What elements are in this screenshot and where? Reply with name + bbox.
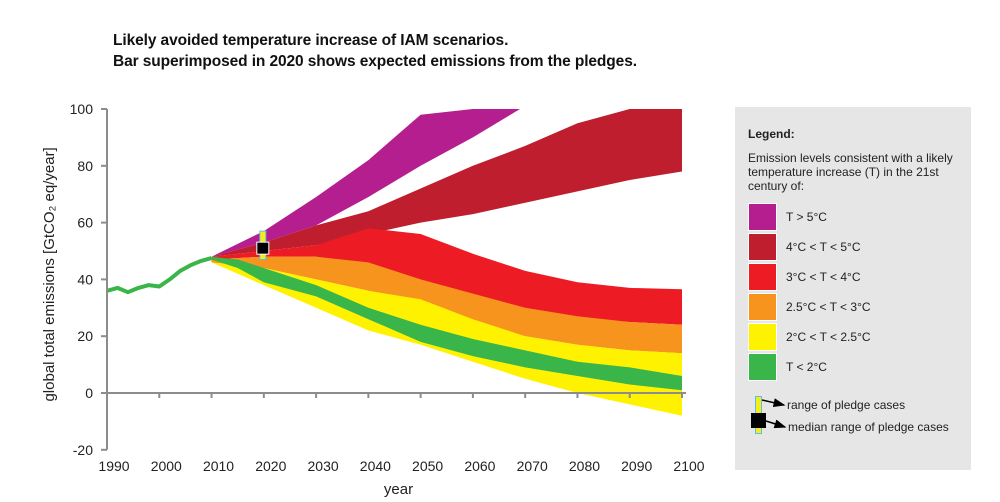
x-tick-label: 2030 xyxy=(308,458,339,474)
band-2-5-c-t-3-c xyxy=(211,256,682,354)
legend-swatch xyxy=(748,323,777,351)
legend-panel: Legend: Emission levels consistent with … xyxy=(735,107,971,470)
legend-swatch xyxy=(748,233,777,261)
band-t-5-c xyxy=(211,109,520,257)
pledge-range-label: range of pledge cases xyxy=(787,398,906,412)
legend-item: 3°C < T < 4°C xyxy=(748,262,959,292)
band-t-2-c xyxy=(211,256,682,391)
chart-title-line-1: Likely avoided temperature increase of I… xyxy=(113,32,509,49)
pledge-median-swatch xyxy=(751,413,766,428)
legend-label: 3°C < T < 4°C xyxy=(786,270,861,284)
scenario-bands xyxy=(211,109,682,416)
legend-item: 2.5°C < T < 3°C xyxy=(748,292,959,322)
pledge-median-marker xyxy=(256,241,270,255)
legend-label: T < 2°C xyxy=(786,360,827,374)
x-axis-label: year xyxy=(384,481,413,498)
chart-title-line-2: Bar superimposed in 2020 shows expected … xyxy=(113,53,637,70)
legend-swatch xyxy=(748,293,777,321)
legend-label: 2.5°C < T < 3°C xyxy=(786,300,871,314)
x-tick-label: 2060 xyxy=(464,458,495,474)
legend-items: T > 5°C 4°C < T < 5°C 3°C < T < 4°C 2.5°C <… xyxy=(748,202,959,382)
x-tick-label: 2000 xyxy=(151,458,182,474)
legend-item: 2°C < T < 2.5°C xyxy=(748,322,959,352)
band-4-c-t-5-c xyxy=(211,109,682,257)
legend-label: T > 5°C xyxy=(786,210,827,224)
arrow-icon xyxy=(761,398,786,408)
legend-swatch xyxy=(748,263,777,291)
x-tick-label: 2090 xyxy=(621,458,652,474)
x-tick-label: 2010 xyxy=(203,458,234,474)
x-tick-label: 2050 xyxy=(412,458,443,474)
legend-title: Legend: xyxy=(748,127,795,141)
y-tick-label: 100 xyxy=(70,101,94,117)
pledge-median-label: median range of pledge cases xyxy=(788,420,949,434)
pledge-marker xyxy=(256,230,270,261)
legend-swatch xyxy=(748,353,777,381)
legend-label: 4°C < T < 5°C xyxy=(786,240,861,254)
x-tick-label: 2040 xyxy=(360,458,391,474)
historical-line xyxy=(106,256,213,295)
y-tick-label: 80 xyxy=(77,158,93,174)
x-tick-label: 2070 xyxy=(517,458,548,474)
legend-description: Emission levels consistent with a likely… xyxy=(748,151,953,193)
legend-item: T > 5°C xyxy=(748,202,959,232)
legend-arrows xyxy=(761,398,787,429)
legend-swatch xyxy=(748,203,777,231)
x-tick-label: 1990 xyxy=(98,458,129,474)
historical-emissions-line xyxy=(106,256,213,295)
y-tick-label: 40 xyxy=(77,271,93,287)
x-tick-label: 2020 xyxy=(255,458,286,474)
y-tick-label: 60 xyxy=(77,215,93,231)
x-tick-label: 2100 xyxy=(673,458,704,474)
legend-pledge-key: range of pledge cases median range of pl… xyxy=(748,394,959,446)
legend-label: 2°C < T < 2.5°C xyxy=(786,330,871,344)
legend-item: T < 2°C xyxy=(748,352,959,382)
y-axis-label: global total emissions [GtCO₂ eq/year] xyxy=(41,147,58,401)
arrow-icon xyxy=(765,419,787,429)
x-tick-label: 2080 xyxy=(569,458,600,474)
band-3-c-t-4-c xyxy=(211,228,682,325)
y-tick-label: 0 xyxy=(85,385,93,401)
legend-item: 4°C < T < 5°C xyxy=(748,232,959,262)
y-tick-label: 20 xyxy=(77,328,93,344)
y-tick-label: -20 xyxy=(73,442,93,458)
chart-title: Likely avoided temperature increase of I… xyxy=(113,30,637,72)
